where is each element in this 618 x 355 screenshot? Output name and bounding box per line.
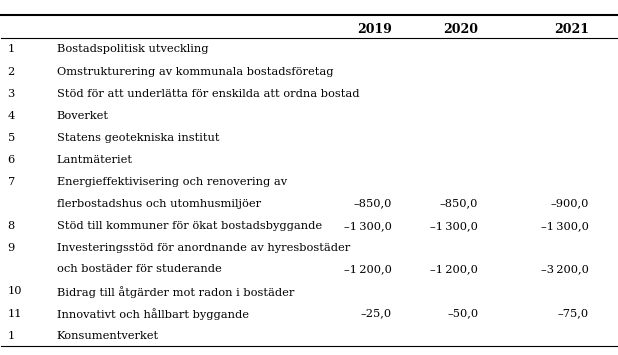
Text: Konsumentverket: Konsumentverket xyxy=(57,331,159,341)
Text: och bostäder för studerande: och bostäder för studerande xyxy=(57,264,221,274)
Text: Stöd till kommuner för ökat bostadsbyggande: Stöd till kommuner för ökat bostadsbygga… xyxy=(57,221,322,231)
Text: 6: 6 xyxy=(7,155,15,165)
Text: –1 200,0: –1 200,0 xyxy=(430,264,478,274)
Text: –850,0: –850,0 xyxy=(353,199,392,209)
Text: –1 300,0: –1 300,0 xyxy=(430,221,478,231)
Text: 10: 10 xyxy=(7,286,22,296)
Text: 1: 1 xyxy=(7,44,15,54)
Text: –1 300,0: –1 300,0 xyxy=(541,221,589,231)
Text: 8: 8 xyxy=(7,221,15,231)
Text: –850,0: –850,0 xyxy=(440,199,478,209)
Text: Stöd för att underlätta för enskilda att ordna bostad: Stöd för att underlätta för enskilda att… xyxy=(57,89,359,99)
Text: –75,0: –75,0 xyxy=(558,308,589,318)
Text: 2020: 2020 xyxy=(443,22,478,36)
Text: Lantmäteriet: Lantmäteriet xyxy=(57,155,133,165)
Text: –1 300,0: –1 300,0 xyxy=(344,221,392,231)
Text: flerbostadshus och utomhusmiljöer: flerbostadshus och utomhusmiljöer xyxy=(57,199,261,209)
Text: 11: 11 xyxy=(7,308,22,318)
Text: –900,0: –900,0 xyxy=(551,199,589,209)
Text: 3: 3 xyxy=(7,89,15,99)
Text: 2019: 2019 xyxy=(357,22,392,36)
Text: 2: 2 xyxy=(7,66,15,77)
Text: 4: 4 xyxy=(7,111,15,121)
Text: Energieffektivisering och renovering av: Energieffektivisering och renovering av xyxy=(57,178,287,187)
Text: Bidrag till åtgärder mot radon i bostäder: Bidrag till åtgärder mot radon i bostäde… xyxy=(57,286,294,298)
Text: 9: 9 xyxy=(7,243,15,253)
Text: 5: 5 xyxy=(7,133,15,143)
Text: Innovativt och hållbart byggande: Innovativt och hållbart byggande xyxy=(57,308,249,320)
Text: Statens geotekniska institut: Statens geotekniska institut xyxy=(57,133,219,143)
Text: 2021: 2021 xyxy=(554,22,589,36)
Text: –50,0: –50,0 xyxy=(447,308,478,318)
Text: Bostadspolitisk utveckling: Bostadspolitisk utveckling xyxy=(57,44,208,54)
Text: 1: 1 xyxy=(7,331,15,341)
Text: –1 200,0: –1 200,0 xyxy=(344,264,392,274)
Text: Boverket: Boverket xyxy=(57,111,109,121)
Text: Omstrukturering av kommunala bostadsföretag: Omstrukturering av kommunala bostadsföre… xyxy=(57,66,333,77)
Text: –25,0: –25,0 xyxy=(361,308,392,318)
Text: –3 200,0: –3 200,0 xyxy=(541,264,589,274)
Text: 7: 7 xyxy=(7,178,15,187)
Text: Investeringsstöd för anordnande av hyresbostäder: Investeringsstöd för anordnande av hyres… xyxy=(57,243,350,253)
